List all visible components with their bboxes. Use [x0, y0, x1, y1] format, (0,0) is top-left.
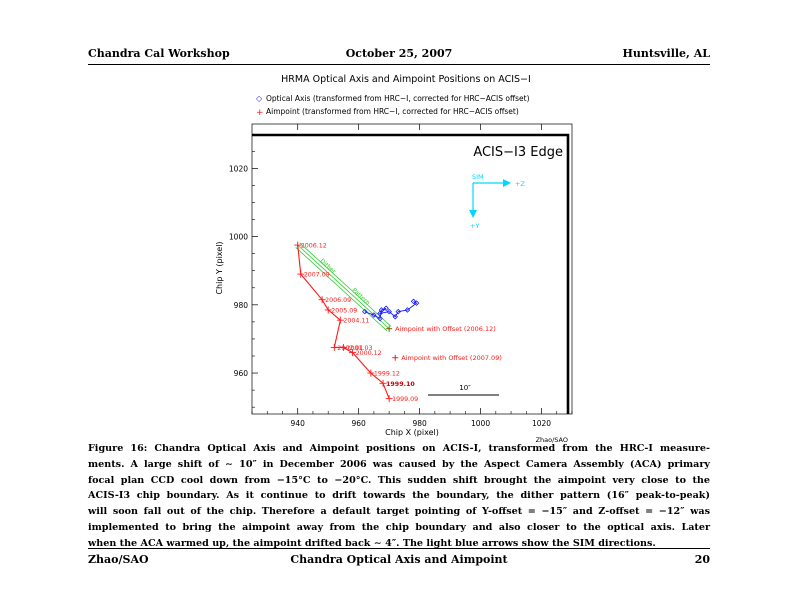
- optical-axis-series: [361, 298, 420, 322]
- legend-optical-axis: Optical Axis (transformed from HRC−I, co…: [266, 94, 530, 103]
- aimpoint-date-label: 1999.10: [386, 381, 415, 388]
- x-tick-label: 940: [291, 419, 306, 428]
- aimpoint-date-label: 2006.12: [301, 243, 327, 250]
- x-tick-label: 1020: [532, 419, 551, 428]
- x-tick-label: 960: [352, 419, 367, 428]
- plot-frame: [251, 123, 573, 415]
- aimpoint-date-label: 2004.11: [343, 318, 369, 325]
- y-tick-label: 980: [234, 301, 249, 310]
- optical-axis-point: [392, 313, 399, 320]
- aimpoint-date-label: 2007.09: [304, 272, 330, 279]
- footer-rule: [88, 548, 710, 549]
- footer-center: Chandra Optical Axis and Aimpoint: [290, 553, 508, 566]
- acis-i3-edge-line: [252, 133, 570, 414]
- acis-i3-edge-label: ACIS−I3 Edge: [473, 145, 563, 160]
- aimpoint-series: 2006.12 2007.09 2006.09 2005.09 2004.11 2002.…: [294, 241, 418, 403]
- optical-axis-point: [371, 312, 377, 318]
- legend-plus-icon: +: [256, 108, 264, 118]
- dither-track-line: [299, 242, 392, 327]
- optical-axis-point: [395, 308, 402, 315]
- offset-label: Aimpoint with Offset (2006.12): [395, 325, 496, 333]
- y-tick-label: 1020: [229, 164, 248, 173]
- sim-label: SIM: [472, 173, 484, 181]
- header-center: October 25, 2007: [345, 47, 453, 60]
- optical-axis-point: [404, 307, 411, 313]
- header-right: Huntsville, AL: [622, 47, 710, 60]
- footer-left: Zhao/SAO: [88, 553, 149, 566]
- caption-line: when the ACA warmed up, the aimpoint dri…: [88, 537, 656, 549]
- caption-line: focal plan CCD cool down from −15°C to −…: [88, 474, 710, 486]
- header-rule: [88, 64, 710, 65]
- sim-z-arrowhead-icon: [503, 179, 511, 187]
- scale-bar-label: 10″: [459, 384, 471, 392]
- optical-axis-point: [361, 308, 368, 315]
- aimpoint-date-label: 2006.09: [325, 297, 351, 304]
- y-tick-label: 1000: [229, 233, 248, 242]
- axis-ticks: [251, 124, 573, 414]
- header-left: Chandra Cal Workshop: [88, 47, 230, 60]
- optical-axis-point: [377, 310, 383, 317]
- aimpoint-date-label: 2001.03: [346, 345, 372, 352]
- axis-tick-labels: 940 960 980 1000 1020 960 980 1000 1020: [229, 164, 551, 428]
- optical-axis-point: [383, 305, 389, 312]
- aimpoint-date-label: 2002.01: [337, 345, 363, 352]
- aimpoint-offset-series: Aimpoint with Offset (2006.12) Aimpoint w…: [386, 325, 502, 362]
- caption-line: ments. A large shift of ∼ 10″ in Decembe…: [88, 458, 710, 470]
- y-tick-label: 960: [234, 369, 249, 378]
- page-header: Chandra Cal Workshop October 25, 2007 Hu…: [88, 47, 710, 61]
- y-axis-label: Chip Y (pixel): [215, 241, 224, 294]
- chart-title: HRMA Optical Axis and Aimpoint Positions…: [281, 74, 531, 85]
- footer-page-number: 20: [694, 553, 710, 566]
- x-axis-label: Chip X (pixel): [385, 428, 439, 437]
- aimpoint-date-label: 1999.09: [392, 396, 418, 403]
- x-tick-label: 980: [412, 419, 427, 428]
- figure-caption: Figure 16: Chandra Optical Axis and Aimp…: [88, 441, 710, 552]
- legend-diamond-icon: ◇: [256, 94, 263, 103]
- caption-line: will soon fall out of the chip. Therefor…: [88, 506, 710, 518]
- optical-axis-point: [386, 308, 392, 315]
- dither-label: Pattern: [351, 287, 372, 307]
- figure-plot: HRMA Optical Axis and Aimpoint Positions…: [215, 74, 573, 444]
- dither-track-line: [295, 247, 388, 332]
- sim-plus-z-label: +Z: [515, 180, 525, 188]
- legend-aimpoint: Aimpoint (transformed from HRC−I, correc…: [266, 107, 519, 116]
- figure-credit: Zhao/SAO: [536, 436, 568, 444]
- optical-axis-point: [377, 315, 383, 322]
- caption-line: ACIS-I3 chip boundary. As it continue to…: [88, 490, 710, 502]
- sim-y-arrowhead-icon: [469, 210, 477, 218]
- offset-label: Aimpoint with Offset (2007.09): [401, 354, 502, 362]
- caption-line: Figure 16: Chandra Optical Axis and Aimp…: [88, 443, 710, 454]
- x-tick-label: 1000: [471, 419, 490, 428]
- aimpoint-date-label: 1999.12: [374, 371, 400, 378]
- aimpoint-date-label: 2005.09: [331, 307, 357, 314]
- sim-plus-y-label: +Y: [470, 222, 479, 230]
- optical-axis-point: [410, 298, 417, 305]
- legend: ◇ Optical Axis (transformed from HRC−I, …: [256, 94, 530, 118]
- aimpoint-date-label: 2000.12: [356, 350, 382, 357]
- sim-direction-arrows: SIM +Z +Y: [469, 173, 525, 230]
- caption-line: implemented to bring the aimpoint away f…: [88, 521, 710, 533]
- page-footer: Zhao/SAO Chandra Optical Axis and Aimpoi…: [88, 553, 710, 567]
